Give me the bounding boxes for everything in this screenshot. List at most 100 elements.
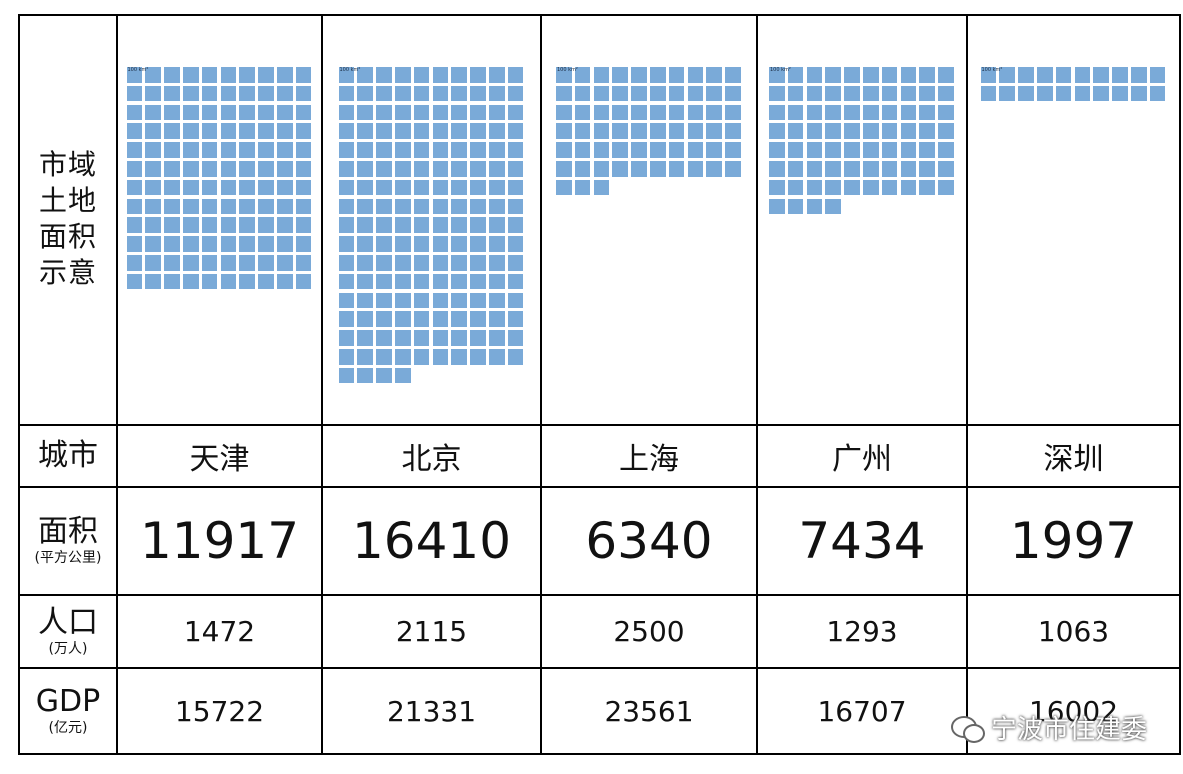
area-block <box>125 141 144 159</box>
area-block <box>487 197 506 216</box>
area-block <box>880 160 899 178</box>
area-block <box>238 235 256 253</box>
area-block <box>768 178 786 197</box>
area-block <box>219 216 238 235</box>
block-grid: 100 km² <box>337 66 526 386</box>
area-block <box>786 178 805 197</box>
area-block <box>393 366 412 385</box>
area-value: 7434 <box>756 486 968 596</box>
area-block <box>181 216 200 235</box>
area-block <box>200 84 219 103</box>
area-block <box>412 84 431 103</box>
area-block <box>356 197 374 216</box>
area-block <box>375 160 393 178</box>
area-block <box>163 84 181 103</box>
area-block <box>469 216 487 235</box>
area-block <box>469 272 487 291</box>
area-block <box>611 141 630 159</box>
area-block <box>238 160 256 178</box>
area-block <box>611 66 630 84</box>
area-block <box>125 103 144 122</box>
area-block <box>393 235 412 253</box>
area-block <box>200 254 219 272</box>
area-block <box>294 216 313 235</box>
area-block <box>705 66 724 84</box>
area-row: 面积 (平方公里) 11917 16410 6340 7434 1997 <box>18 486 1181 596</box>
area-block <box>181 122 200 141</box>
area-block <box>918 122 937 141</box>
block-grid: 100 km² <box>979 66 1168 104</box>
area-block <box>144 84 162 103</box>
area-block <box>469 160 487 178</box>
area-value: 11917 <box>116 486 323 596</box>
area-block <box>450 160 468 178</box>
area-block <box>555 103 573 122</box>
area-block <box>592 160 611 178</box>
area-block <box>705 84 724 103</box>
area-block <box>768 103 786 122</box>
area-block <box>824 141 843 159</box>
area-block <box>937 84 955 103</box>
area-block <box>843 122 861 141</box>
area-block <box>375 122 393 141</box>
area-block <box>630 141 648 159</box>
wechat-icon <box>950 714 985 743</box>
area-block <box>375 366 393 385</box>
area-block <box>337 178 356 197</box>
area-block <box>786 160 805 178</box>
area-block <box>786 141 805 159</box>
area-block <box>412 329 431 347</box>
area-block <box>375 66 393 84</box>
area-block <box>393 329 412 347</box>
area-block <box>667 66 686 84</box>
area-block <box>393 216 412 235</box>
area-block <box>337 66 356 84</box>
gdp-value: 23561 <box>540 667 758 755</box>
area-header: 面积 (平方公里) <box>18 486 118 596</box>
area-block <box>181 235 200 253</box>
area-block <box>649 122 667 141</box>
area-block <box>257 160 275 178</box>
area-block <box>181 178 200 197</box>
area-block <box>862 178 880 197</box>
area-block <box>592 66 611 84</box>
area-block <box>257 235 275 253</box>
area-block <box>573 178 592 197</box>
area-block <box>937 103 955 122</box>
area-block <box>219 235 238 253</box>
area-block <box>393 272 412 291</box>
area-block <box>356 366 374 385</box>
area-block <box>200 178 219 197</box>
area-block <box>337 329 356 347</box>
area-block <box>1073 66 1092 84</box>
area-block <box>506 216 525 235</box>
label-line: 示意 <box>38 256 97 289</box>
area-block <box>649 160 667 178</box>
area-block <box>843 66 861 84</box>
area-block <box>880 122 899 141</box>
area-block <box>356 272 374 291</box>
area-block <box>450 84 468 103</box>
area-block <box>649 84 667 103</box>
city-row: 城市 天津 北京 上海 广州 深圳 <box>18 424 1181 488</box>
area-block <box>431 235 450 253</box>
area-block <box>506 178 525 197</box>
area-block <box>257 84 275 103</box>
area-block <box>862 141 880 159</box>
area-block <box>181 272 200 291</box>
area-block <box>1148 84 1167 103</box>
area-block <box>824 84 843 103</box>
area-block <box>238 141 256 159</box>
area-block <box>337 272 356 291</box>
area-value: 6340 <box>540 486 758 596</box>
area-block <box>144 141 162 159</box>
area-blocks-tianjin: 100 km² <box>116 14 323 426</box>
area-block <box>257 178 275 197</box>
area-block <box>375 103 393 122</box>
area-block <box>393 103 412 122</box>
area-block <box>163 122 181 141</box>
area-block <box>918 103 937 122</box>
area-block <box>487 216 506 235</box>
block-grid: 100 km² <box>768 66 956 216</box>
area-block <box>375 254 393 272</box>
